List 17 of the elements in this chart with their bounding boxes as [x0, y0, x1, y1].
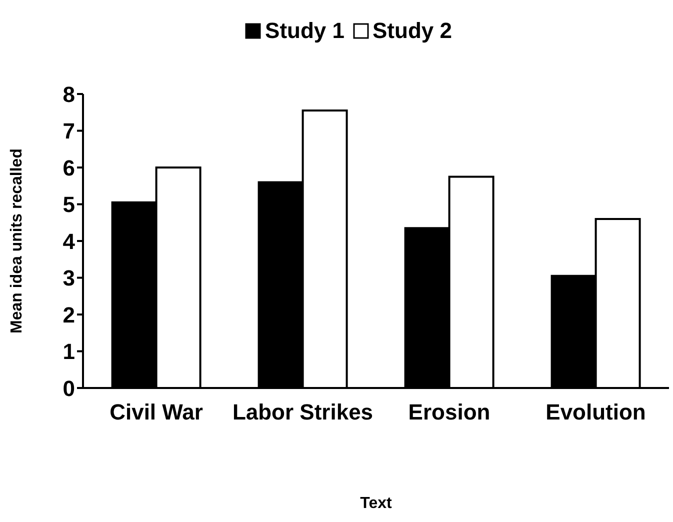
y-tick-label: 4: [62, 228, 76, 254]
y-tick-label: 1: [62, 339, 75, 364]
legend-label: Study 1: [265, 18, 344, 44]
legend-label: Study 2: [372, 18, 452, 44]
x-tick-label: Civil War: [110, 400, 204, 425]
x-tick-label: Erosion: [408, 400, 490, 425]
y-tick-label: 7: [62, 118, 75, 144]
x-axis-title: Text: [360, 495, 393, 512]
y-axis-title: Mean idea units recalled: [8, 148, 26, 334]
y-tick-label: 8: [62, 82, 75, 107]
x-tick-label: Evolution: [546, 400, 646, 425]
y-tick-label: 3: [62, 266, 75, 291]
x-tick-label: Labor Strikes: [232, 400, 374, 425]
y-tick-label: 6: [62, 155, 75, 180]
y-tick-label: 5: [62, 192, 75, 218]
y-tick-label: 2: [62, 302, 75, 328]
y-tick-label: 0: [62, 376, 75, 401]
